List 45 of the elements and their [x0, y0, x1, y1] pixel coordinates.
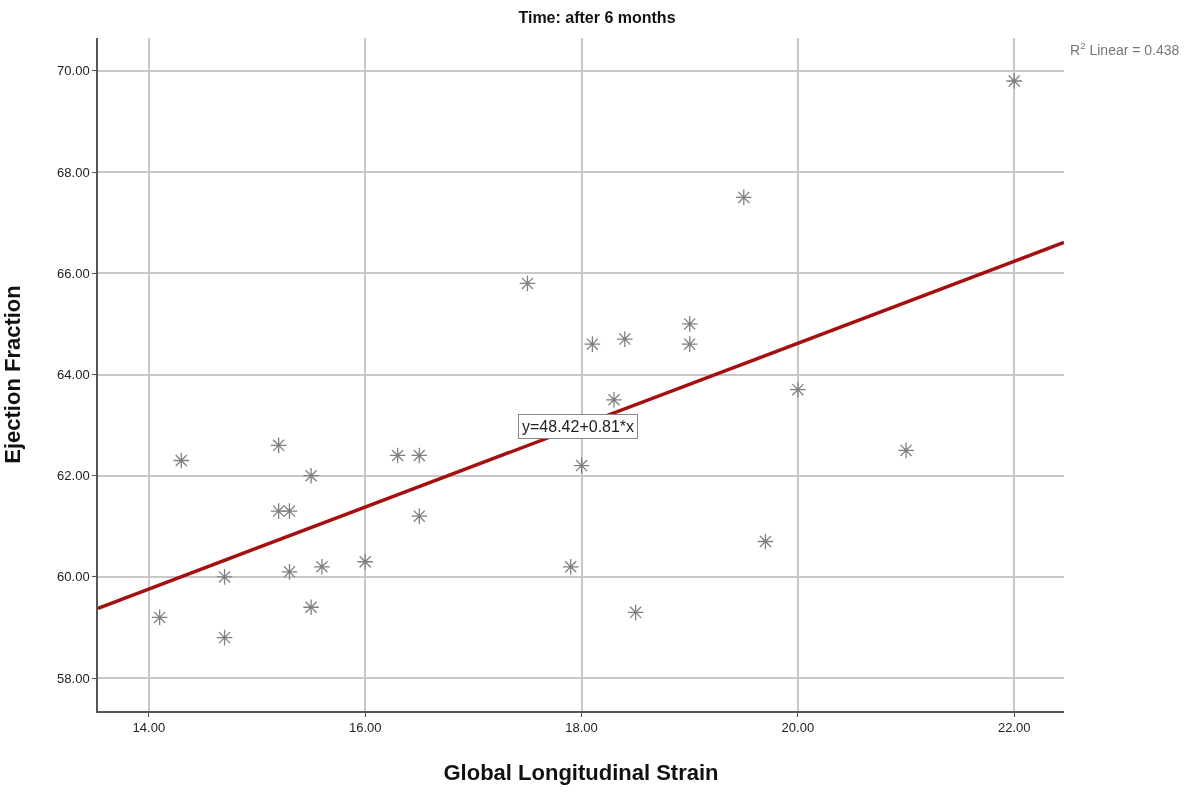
point: [789, 381, 807, 399]
y-tick-label: 68.00: [57, 164, 90, 180]
y-tick-label: 58.00: [57, 670, 90, 686]
text: R$^{2}$ Linear = 0.438: [1070, 40, 1180, 58]
point: [270, 436, 288, 454]
chart-title: Time: after 6 months: [518, 9, 676, 27]
y-axis-title: Ejection Fraction: [0, 285, 26, 464]
annotation: y=48.42+0.81*x: [522, 418, 635, 435]
point: [562, 558, 580, 576]
x-tick-label: 22.00: [997, 720, 1031, 736]
y-tick-label: 66.00: [57, 265, 90, 281]
point: [281, 502, 298, 520]
point: [681, 315, 699, 333]
point: [356, 553, 374, 571]
point: [410, 507, 428, 525]
point: [151, 608, 169, 626]
point: [756, 533, 774, 550]
point: [302, 467, 320, 485]
point: [410, 447, 428, 464]
point: [583, 335, 601, 353]
x-tick-label: 16.00: [348, 720, 382, 736]
y-tick-label: 64.00: [57, 367, 90, 383]
y-tick-label: 70.00: [57, 63, 90, 79]
point: [573, 457, 590, 475]
point: [519, 274, 536, 292]
point: [302, 598, 320, 616]
point: [1005, 72, 1023, 90]
point: [616, 330, 634, 348]
point: [216, 568, 234, 586]
x-tick-label: 18.00: [565, 720, 598, 736]
point: [389, 447, 407, 464]
point: [681, 335, 699, 353]
x-axis-title: Global Longitudinal Strain: [443, 759, 719, 785]
point: [313, 558, 331, 576]
x-tick-label: 20.00: [781, 720, 815, 736]
point: [897, 441, 915, 459]
x-tick-label: 14.00: [132, 720, 166, 736]
y-tick-label: 62.00: [57, 468, 90, 484]
point: [216, 629, 234, 647]
point: [735, 188, 753, 206]
point: [281, 563, 298, 581]
point: [627, 603, 645, 621]
point: [172, 452, 190, 469]
point: [605, 391, 623, 409]
y-tick-label: 60.00: [57, 569, 90, 585]
